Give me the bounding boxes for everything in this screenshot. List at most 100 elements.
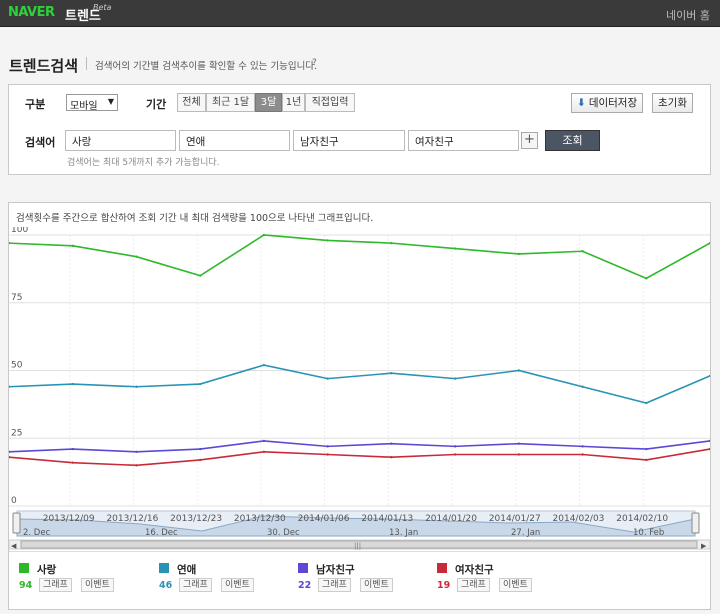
keyword-input-4[interactable]: 여자친구 [408, 130, 519, 151]
navigator-label: 13. Jan [389, 528, 418, 538]
period-1year-tab[interactable]: 1년 [282, 93, 305, 112]
data-point [645, 447, 648, 451]
trend-line-chart[interactable]: 0 25 50 75 100 2013/12/09 2013/12/16 2013/12/23… [9, 227, 710, 550]
data-point [517, 252, 521, 256]
data-point [390, 372, 393, 375]
series-line [9, 448, 710, 467]
data-point [581, 453, 584, 456]
reset-button[interactable]: 초기화 [652, 93, 693, 113]
navigator-label: 16. Dec [145, 528, 178, 538]
data-point [517, 369, 521, 372]
data-point [9, 456, 11, 459]
add-keyword-button[interactable]: + [521, 132, 538, 149]
legend-swatch [437, 563, 447, 573]
y-tick-label: 100 [11, 227, 28, 235]
period-custom-tab[interactable]: 직접입력 [305, 93, 355, 112]
download-label: 데이터저장 [588, 97, 638, 109]
x-tick-label: 2014/01/20 [425, 514, 477, 524]
x-tick-label: 2014/01/06 [298, 514, 350, 524]
scroll-right-arrow-icon: ▶ [701, 542, 707, 550]
naver-home-link[interactable]: 네이버 홈 [666, 9, 710, 22]
legend-name: 연애 [177, 564, 197, 576]
data-point [453, 377, 457, 380]
period-all-tab[interactable]: 전체 [177, 93, 206, 112]
x-tick-label: 2014/01/27 [489, 514, 541, 524]
data-point [198, 382, 202, 386]
navigator-label: 27. Jan [511, 528, 540, 538]
legend-event-button[interactable]: 이벤트 [221, 578, 254, 592]
data-point [708, 447, 710, 451]
data-point [390, 442, 393, 445]
keyword-input-3[interactable]: 남자친구 [293, 130, 405, 151]
data-point [453, 247, 457, 250]
legend-value: 19 [437, 580, 451, 591]
x-tick-label: 2013/12/16 [106, 514, 158, 524]
category-select[interactable]: 모바일 ▼ [66, 94, 118, 112]
category-select-value: 모바일 [70, 101, 98, 112]
legend-graph-button[interactable]: 그래프 [179, 578, 212, 592]
scroll-left-arrow-icon: ◀ [11, 542, 17, 550]
data-point [262, 439, 266, 443]
data-point [581, 445, 584, 448]
legend-event-button[interactable]: 이벤트 [360, 578, 393, 592]
page-description: 검색어의 기간별 검색추이를 확인할 수 있는 기능입니다. [95, 61, 318, 72]
data-point [326, 453, 329, 456]
download-data-button[interactable]: ⬇ 데이터저장 [571, 93, 644, 113]
data-point [198, 274, 202, 277]
legend-graph-button[interactable]: 그래프 [457, 578, 490, 592]
navigator-label: 10. Feb [633, 528, 664, 538]
period-label: 기간 [146, 98, 167, 111]
data-point [9, 241, 11, 245]
legend-event-button[interactable]: 이벤트 [81, 578, 114, 592]
data-point [453, 445, 457, 448]
dropdown-arrow-icon: ▼ [107, 97, 114, 106]
data-point [262, 233, 266, 237]
data-point [326, 377, 329, 380]
legend-graph-button[interactable]: 그래프 [39, 578, 72, 592]
period-3month-tab[interactable]: 3달 [255, 93, 282, 112]
download-icon: ⬇ [577, 97, 586, 109]
navigator-series-area [16, 515, 696, 537]
help-icon[interactable]: ? [312, 58, 317, 68]
series-line [9, 440, 710, 453]
data-point [645, 277, 648, 280]
legend-graph-button[interactable]: 그래프 [318, 578, 351, 592]
data-point [71, 382, 74, 386]
keyword-input-2[interactable]: 연애 [179, 130, 290, 151]
data-point [71, 461, 74, 464]
search-button[interactable]: 조회 [545, 130, 600, 151]
chart-panel: 검색횟수를 주간으로 합산하여 조회 기간 내 최대 검색량을 100으로 나타… [8, 202, 711, 610]
data-point [326, 239, 329, 242]
data-point [708, 374, 710, 378]
data-point [390, 456, 393, 459]
data-point [262, 450, 266, 453]
legend-swatch [298, 563, 308, 573]
data-point [708, 241, 710, 245]
legend-event-button[interactable]: 이벤트 [499, 578, 532, 592]
x-tick-label: 2014/02/03 [553, 514, 605, 524]
data-point [135, 255, 138, 258]
data-point [708, 439, 710, 443]
data-point [581, 250, 584, 253]
naver-logo[interactable]: NAVER [8, 5, 55, 20]
category-label: 구분 [25, 98, 46, 111]
navigator-label: 2. Dec [23, 528, 51, 538]
data-point [198, 447, 202, 451]
filter-panel: 구분 모바일 ▼ 기간 전체 최근 1달 3달 1년 직접입력 ⬇ 데이터저장 초… [8, 84, 711, 175]
data-point [645, 401, 648, 405]
keyword-input-1[interactable]: 사랑 [65, 130, 176, 151]
data-point [9, 450, 11, 453]
service-name[interactable]: 트렌드 [65, 9, 101, 24]
top-bar: NAVER 트렌드 Beta 네이버 홈 [0, 0, 720, 27]
navigator-handle-right [691, 512, 700, 534]
data-point [581, 385, 584, 388]
series-line [9, 364, 710, 404]
period-1month-tab[interactable]: 최근 1달 [206, 93, 255, 112]
data-point [390, 241, 393, 245]
legend-swatch [19, 563, 29, 573]
y-tick-label: 0 [11, 496, 17, 506]
title-divider [86, 57, 87, 70]
data-point [326, 445, 329, 448]
scrollbar-grip-icon: ||| [354, 542, 361, 550]
x-tick-label: 2013/12/23 [170, 514, 222, 524]
